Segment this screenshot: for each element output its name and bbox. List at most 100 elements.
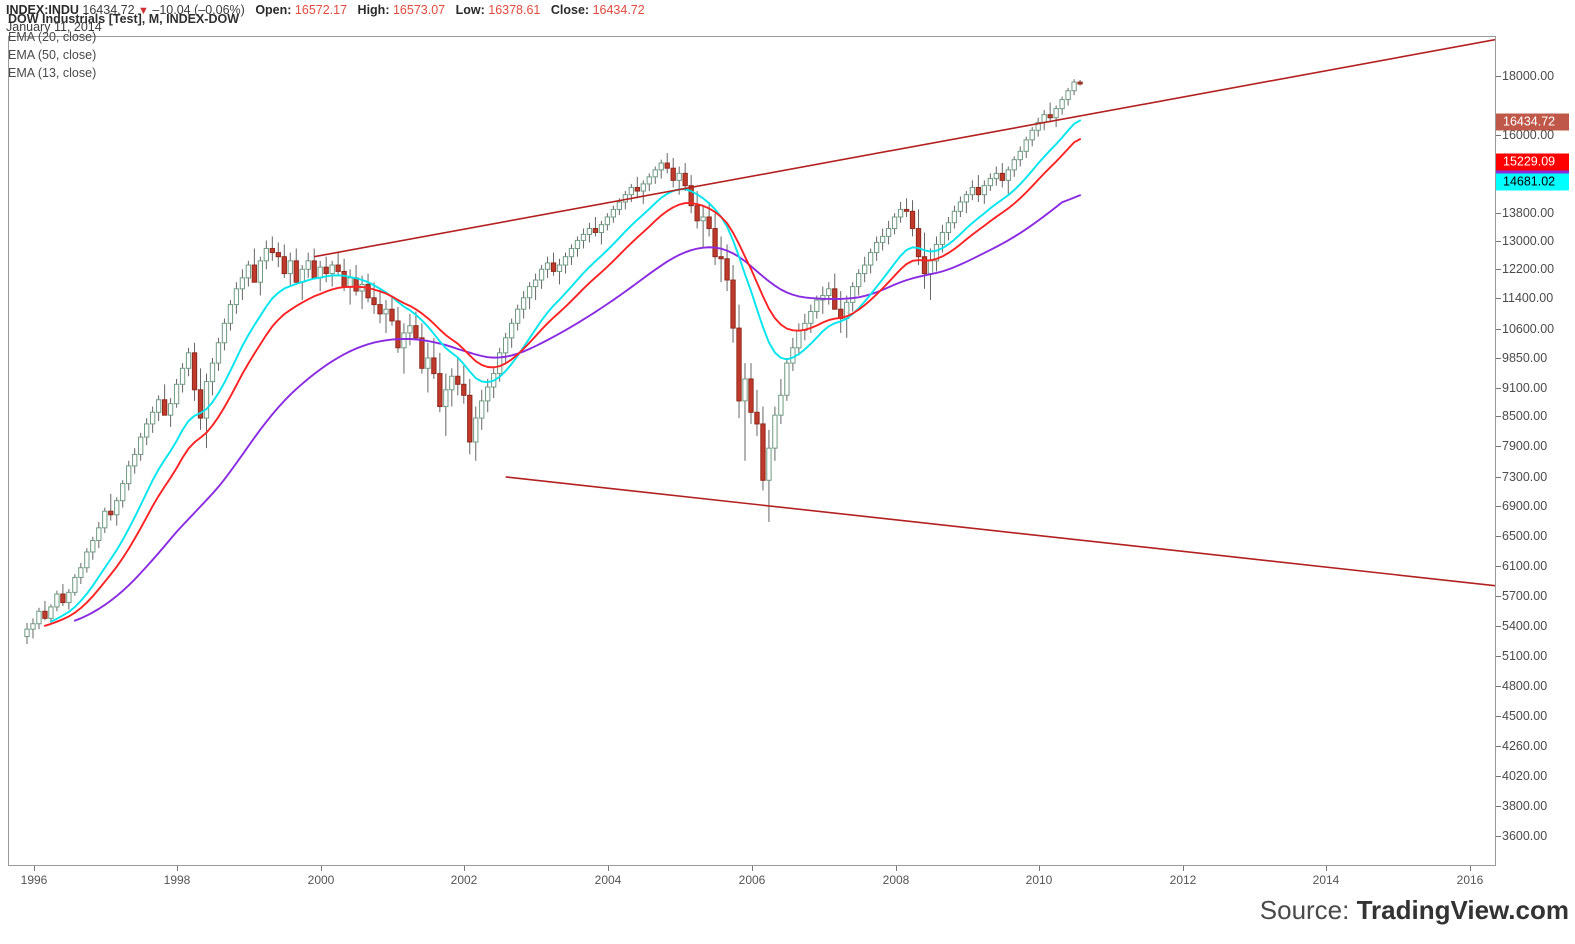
time-tick-label: 1996 [20, 873, 48, 887]
legend-title: DOW Industrials [Test], M, INDEX-DOW [8, 12, 240, 26]
price-tick-label: 11400.00 [1502, 291, 1554, 305]
price-tick [1496, 716, 1501, 717]
price-tick [1496, 213, 1501, 214]
trendlines[interactable] [314, 38, 1495, 587]
price-tick [1496, 776, 1501, 777]
price-tick-label: 6500.00 [1502, 529, 1548, 543]
price-tick-label: 12200.00 [1502, 262, 1555, 276]
price-tick-label: 10600.00 [1502, 322, 1555, 336]
time-tick [608, 866, 609, 871]
price-tick [1496, 269, 1501, 270]
price-tick-label: 9100.00 [1502, 381, 1548, 395]
symbol-label[interactable]: INDEX:INDU [6, 3, 79, 17]
price-tick-label: 9850.00 [1502, 351, 1548, 365]
price-tick-label: 6900.00 [1502, 499, 1548, 513]
candles [24, 79, 1083, 644]
price-tick-label: 5700.00 [1502, 589, 1548, 603]
time-tick-label: 2006 [738, 873, 766, 887]
price-tick [1496, 506, 1501, 507]
price-tick-label: 4020.00 [1502, 769, 1548, 783]
price-tick-label: 4800.00 [1502, 679, 1548, 693]
price-tick-label: 13800.00 [1502, 206, 1555, 220]
price-badge: 14681.02 [1496, 173, 1569, 191]
price-tick-label: 3600.00 [1502, 829, 1548, 843]
price-tick-label: 3800.00 [1502, 799, 1548, 813]
price-badge: 15229.09 [1496, 153, 1569, 171]
price-tick-label: 4260.00 [1502, 739, 1548, 753]
chart-plot-area[interactable] [8, 36, 1495, 866]
price-tick-label: 6100.00 [1502, 559, 1548, 573]
price-tick [1496, 626, 1501, 627]
quote-header: INDEX:INDU 16434.72 ▼ –10.04 (–0.06%) Op… [6, 3, 1566, 33]
high-label: High: [357, 3, 390, 17]
price-tick [1496, 241, 1501, 242]
price-tick [1496, 536, 1501, 537]
legend-ema-20[interactable]: EMA (20, close) [8, 30, 97, 44]
chart-legend: DOW Industrials [Test], M, INDEX-DOW EMA… [8, 10, 239, 82]
high-value: 16573.07 [392, 3, 446, 17]
price-tick-label: 18000.00 [1502, 69, 1555, 83]
price-tick-label: 7900.00 [1502, 439, 1548, 453]
price-tick [1496, 596, 1501, 597]
price-tick [1496, 358, 1501, 359]
price-tick [1496, 76, 1501, 77]
candlestick-plot [24, 38, 1495, 644]
quote-date: January 11, 2014 [6, 20, 102, 34]
price-tick-label: 16000.00 [1502, 128, 1555, 142]
source-attribution: Source: TradingView.com [1260, 895, 1569, 926]
legend-ema-50[interactable]: EMA (50, close) [8, 48, 97, 62]
close-value: 16434.72 [592, 3, 645, 17]
time-tick-label: 2014 [1312, 873, 1340, 887]
price-tick-label: 7300.00 [1502, 470, 1548, 484]
time-tick [464, 866, 465, 871]
low-label: Low: [455, 3, 485, 17]
price-badge: 16434.72 [1496, 113, 1569, 131]
time-tick-label: 2000 [307, 873, 335, 887]
price-tick [1496, 298, 1501, 299]
price-tick [1496, 656, 1501, 657]
time-tick [321, 866, 322, 871]
price-tick-label: 5400.00 [1502, 619, 1548, 633]
price-tick [1496, 388, 1501, 389]
source-name: TradingView.com [1356, 895, 1569, 925]
price-tick [1496, 446, 1501, 447]
time-tick [34, 866, 35, 871]
time-tick-label: 2012 [1169, 873, 1197, 887]
price-tick-label: 5100.00 [1502, 649, 1548, 663]
time-axis[interactable]: 1996 1998 2000 2002 2004 2006 2008 2010 2012 2014… [8, 866, 1575, 900]
price-change: –10.04 (–0.06%) [152, 3, 245, 17]
price-tick [1496, 686, 1501, 687]
price-tick [1496, 416, 1501, 417]
price-tick [1496, 329, 1501, 330]
time-tick [177, 866, 178, 871]
last-price: 16434.72 [82, 3, 135, 17]
close-label: Close: [550, 3, 590, 17]
price-tick [1496, 566, 1501, 567]
time-tick-label: 2016 [1456, 873, 1484, 887]
price-tick-label: 8500.00 [1502, 409, 1548, 423]
time-tick [1039, 866, 1040, 871]
price-tick [1496, 746, 1501, 747]
time-tick-label: 1998 [163, 873, 191, 887]
down-arrow-icon: ▼ [138, 5, 149, 17]
price-tick-label: 13000.00 [1502, 234, 1555, 248]
upper-trendline [314, 38, 1495, 258]
time-tick-label: 2008 [882, 873, 910, 887]
price-tick-label: 4500.00 [1502, 709, 1548, 723]
time-tick-label: 2004 [594, 873, 622, 887]
time-tick [1470, 866, 1471, 871]
time-tick [1183, 866, 1184, 871]
low-value: 16378.61 [488, 3, 541, 17]
time-tick-label: 2010 [1025, 873, 1053, 887]
price-axis[interactable]: 18000.0017000.0016000.0013800.0013000.00… [1495, 36, 1575, 866]
time-tick [752, 866, 753, 871]
time-tick [1326, 866, 1327, 871]
price-tick [1496, 135, 1501, 136]
legend-ema-13[interactable]: EMA (13, close) [8, 66, 97, 80]
price-tick [1496, 806, 1501, 807]
price-tick [1496, 836, 1501, 837]
time-tick [896, 866, 897, 871]
source-prefix: Source: [1259, 895, 1357, 925]
open-value: 16572.17 [294, 3, 348, 17]
ema-lines [44, 119, 1082, 627]
